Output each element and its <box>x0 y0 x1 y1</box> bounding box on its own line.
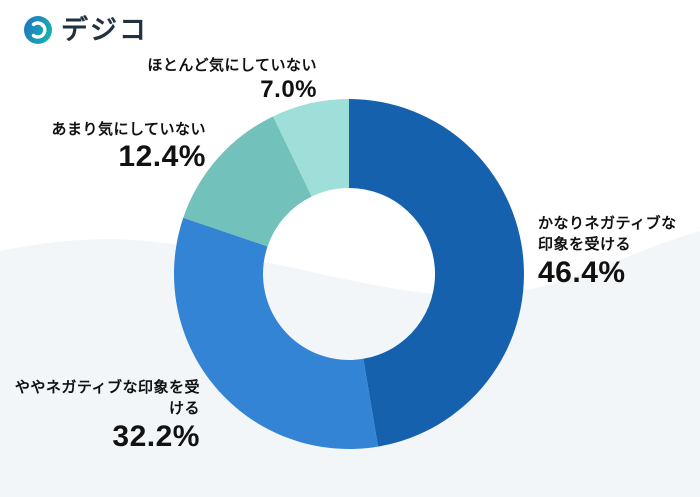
slice-label: 印象を受ける <box>538 236 632 253</box>
slice-value: 46.4% <box>538 256 626 289</box>
slice-label: ややネガティブな印象を受ける <box>14 379 200 417</box>
callout-yaya: ややネガティブな印象を受ける 32.2% <box>0 377 200 455</box>
pie-slice-0 <box>349 99 524 447</box>
pie-slice-1 <box>173 217 379 449</box>
slice-label: あまり気にしていない <box>51 121 206 138</box>
slice-value: 12.4% <box>118 140 206 173</box>
pie-slice-3 <box>273 99 349 197</box>
digico-logo: デジコ <box>22 14 148 46</box>
pie-slice-2 <box>183 116 312 247</box>
slice-label: ほとんど気にしていない <box>147 57 317 74</box>
digico-logo-icon <box>24 16 52 44</box>
callout-hotondo: ほとんど気にしていない 7.0% <box>147 55 317 104</box>
logo-wordmark: デジコ <box>61 15 148 45</box>
slice-value: 7.0% <box>260 76 317 103</box>
callout-kanari: かなりネガティブな 印象を受ける 46.4% <box>538 213 677 291</box>
slice-label: かなりネガティブな <box>538 215 677 232</box>
callout-amari: あまり気にしていない 12.4% <box>51 119 206 174</box>
slice-value: 32.2% <box>112 420 200 453</box>
donut-slices <box>173 99 524 449</box>
